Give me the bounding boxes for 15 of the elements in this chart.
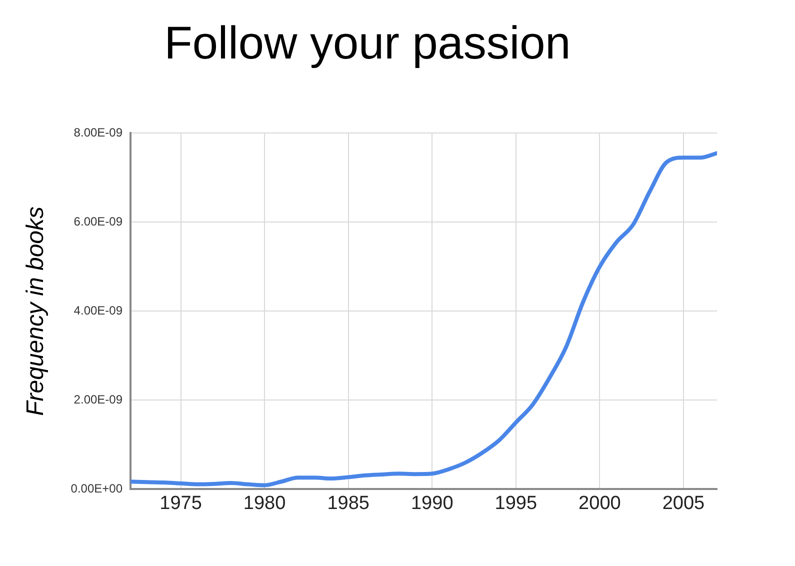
y-tick-label: 2.00E-09 bbox=[74, 392, 123, 407]
y-tick-label: 8.00E-09 bbox=[74, 126, 123, 140]
x-tick-label: 1985 bbox=[327, 492, 370, 514]
chart-title: Follow your passion bbox=[164, 16, 571, 68]
x-tick-label: 1980 bbox=[243, 492, 286, 514]
line-series bbox=[130, 151, 717, 488]
x-tick-label: 1990 bbox=[410, 492, 454, 514]
y-tick-label: 0.00E+00 bbox=[70, 482, 123, 496]
x-tick-label: 2000 bbox=[578, 492, 621, 514]
y-tick-label: 6.00E-09 bbox=[74, 214, 123, 229]
x-tick-label: 1995 bbox=[494, 492, 538, 514]
x-tick-label: 1975 bbox=[160, 492, 202, 514]
x-tick-label: 2005 bbox=[662, 492, 705, 514]
y-axis-title: Frequency in books bbox=[22, 206, 50, 416]
y-tick-label: 4.00E-09 bbox=[74, 304, 123, 318]
